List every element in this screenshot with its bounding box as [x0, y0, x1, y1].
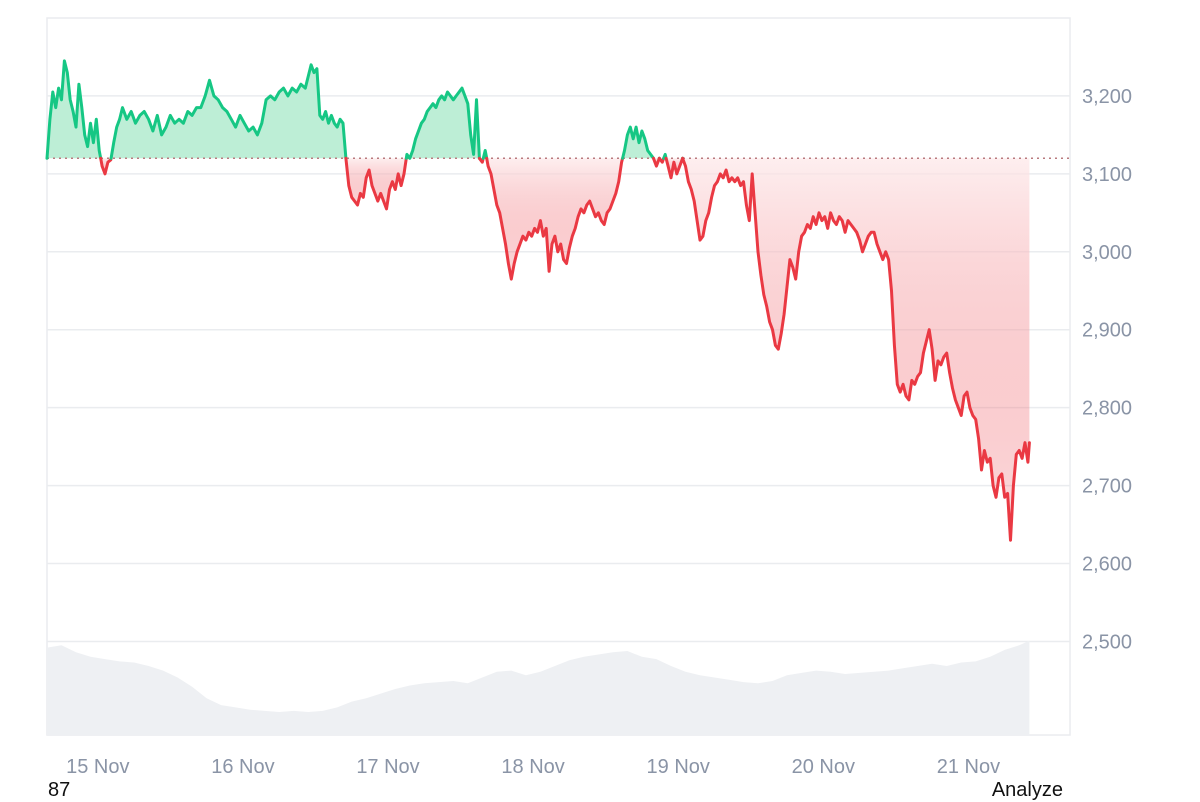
volume-layer — [47, 640, 1030, 735]
up-line-segment — [621, 125, 655, 160]
up-line-segment — [45, 59, 103, 160]
down-line-segment — [681, 156, 1031, 542]
x-tick-label: 16 Nov — [211, 756, 274, 778]
price-chart: 2,500 2,600 2,700 2,800 2,900 3,000 3,100 3,200… — [45, 17, 1132, 778]
analyze-link[interactable]: Analyze — [991, 779, 1063, 801]
down-area-segment — [682, 158, 1030, 541]
y-tick-label: 3,200 — [1082, 86, 1132, 108]
down-area-segment — [345, 158, 407, 209]
area-fill-layer — [47, 60, 1030, 541]
down-line-segment — [485, 156, 625, 281]
y-tick-label: 3,000 — [1082, 242, 1132, 264]
up-area-segment — [111, 64, 346, 159]
price-line-layer — [45, 59, 1070, 542]
up-line-segment — [481, 149, 489, 160]
up-line-segment — [109, 63, 348, 160]
up-area-segment — [47, 60, 101, 159]
x-tick-label: 19 Nov — [647, 756, 710, 778]
up-area-segment — [406, 88, 480, 159]
y-tick-label: 2,800 — [1082, 398, 1132, 420]
x-tick-label: 15 Nov — [66, 756, 129, 778]
y-tick-label: 3,100 — [1082, 164, 1132, 186]
x-tick-label: 21 Nov — [937, 756, 1000, 778]
down-line-segment — [664, 156, 685, 180]
y-tick-label: 2,500 — [1082, 631, 1132, 653]
down-line-segment — [344, 156, 408, 211]
x-tick-label: 18 Nov — [501, 756, 564, 778]
y-tick-label: 2,700 — [1082, 476, 1132, 498]
footer-value: 87 — [48, 779, 71, 801]
y-tick-label: 2,600 — [1082, 554, 1132, 576]
down-line-segment — [652, 156, 661, 168]
axis-layer: 2,500 2,600 2,700 2,800 2,900 3,000 3,100 3,200… — [66, 86, 1132, 778]
down-area-segment — [486, 158, 623, 280]
y-tick-label: 2,900 — [1082, 320, 1132, 342]
x-tick-label: 17 Nov — [356, 756, 419, 778]
volume-area — [47, 640, 1030, 735]
up-line-segment — [404, 86, 481, 160]
x-tick-label: 20 Nov — [792, 756, 855, 778]
